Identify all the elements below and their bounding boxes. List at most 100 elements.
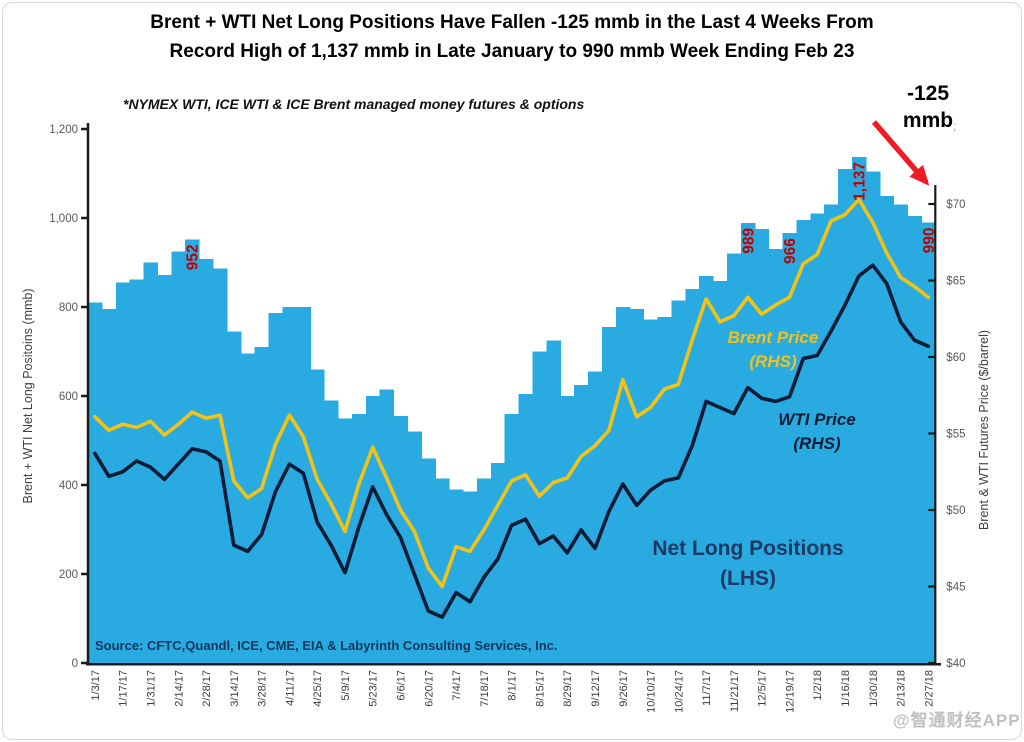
bar [226, 331, 242, 663]
stray-mark: ; [953, 119, 957, 133]
bar [199, 258, 214, 663]
legend-net-long-positions: Net Long Positions (LHS) [640, 534, 856, 594]
x-axis-label: 2/14/17 [173, 670, 185, 707]
x-axis-label: 6/20/17 [423, 670, 435, 707]
right-axis-tick-label: $55 [946, 429, 965, 441]
x-axis-label: 4/11/17 [284, 670, 296, 706]
left-axis-tick-label: 600 [59, 391, 78, 403]
bar [254, 347, 270, 663]
x-axis-label: 6/6/17 [396, 670, 408, 701]
x-axis-label: 7/4/17 [451, 670, 463, 701]
bar [365, 396, 381, 663]
x-axis-label: 2/27/18 [923, 670, 935, 707]
x-axis-label: 9/12/17 [590, 670, 602, 707]
bar [338, 418, 353, 664]
bar [685, 289, 700, 663]
left-axis-tick-label: 800 [59, 302, 78, 314]
bar [157, 275, 172, 663]
x-axis-label: 12/19/17 [784, 670, 796, 713]
legend-wti-price-axis: (RHS) [793, 434, 841, 453]
bar [657, 316, 672, 663]
bar [518, 393, 534, 663]
x-axis-label: 8/1/17 [507, 670, 519, 701]
bar [379, 389, 395, 663]
bar [782, 233, 797, 663]
legend-net-long-label: Net Long Positions [652, 537, 844, 560]
right-axis-tick-label: $45 [946, 582, 965, 594]
bar [282, 307, 297, 663]
bar [101, 309, 117, 663]
bar [810, 213, 825, 663]
bar [310, 369, 325, 663]
x-axis-label: 11/21/17 [729, 670, 741, 712]
bar [463, 491, 478, 663]
right-axis-tick-label: $65 [946, 276, 965, 288]
bar [407, 431, 422, 663]
wti-price-line [93, 263, 931, 619]
bar [421, 458, 436, 663]
bar [129, 279, 145, 663]
bar [796, 220, 811, 663]
bar [185, 239, 200, 663]
bar [893, 204, 909, 663]
left-axis-title: Brent + WTI Net Long Positoins (mmb) [21, 288, 35, 503]
bar [671, 300, 686, 663]
bar [296, 307, 311, 663]
legend-wti-price-label: WTI Price [778, 410, 856, 429]
bar [504, 413, 520, 663]
x-axis-label: 1/16/18 [840, 670, 852, 707]
bar-value-label: 1,137 [851, 162, 868, 201]
decline-arrow-icon [862, 112, 954, 209]
x-axis-label: 3/14/17 [229, 670, 241, 707]
decline-annotation: -125 mmb [868, 80, 988, 134]
x-axis-label: 1/3/17 [90, 670, 102, 701]
bars-series-net-long [88, 157, 936, 664]
left-axis-tick-label: 200 [59, 569, 78, 581]
chart-title-line1: Brent + WTI Net Long Positions Have Fall… [150, 12, 874, 33]
x-axis-label: 3/28/17 [257, 670, 269, 707]
x-axis-label: 9/26/17 [618, 670, 630, 707]
left-axis-tick-label: 1,000 [49, 213, 78, 225]
bar [560, 396, 575, 663]
x-axis-label: 8/29/17 [562, 670, 574, 707]
bar [726, 253, 742, 663]
bar [601, 327, 617, 663]
bar [768, 249, 784, 663]
decline-annotation-value: -125 [906, 82, 950, 105]
x-axis-label: 11/7/17 [701, 670, 713, 706]
left-axis-tick-label: 1,200 [49, 124, 78, 136]
right-axis-tick-label: $50 [946, 505, 965, 517]
chart-subtitle: *NYMEX WTI, ICE WTI & ICE Brent managed … [123, 96, 585, 112]
x-axis-label: 10/10/17 [646, 670, 658, 713]
right-axis-title: Brent & WTI Futures Price ($/barrel) [977, 330, 991, 530]
bar [574, 384, 589, 663]
bar [879, 195, 895, 664]
x-axis-label: 2/13/18 [896, 670, 908, 707]
bar [143, 262, 159, 663]
bar [838, 169, 853, 663]
bar [824, 204, 839, 663]
x-axis-labels: 1/3/17 1/17/17 1/31/17 2/14/17 2/28/17 3/14/1… [90, 670, 935, 713]
bar [699, 275, 714, 663]
bar [324, 400, 339, 663]
legend-brent-price: Brent Price (RHS) [700, 326, 846, 374]
bar [449, 489, 464, 663]
bar-value-label: 989 [740, 228, 757, 254]
x-axis-label: 1/17/17 [118, 670, 130, 707]
right-axis-tick-label: $70 [946, 199, 965, 211]
x-axis-label: 8/15/17 [534, 670, 546, 707]
right-axis-tick-labels: $40 $45 $50 $55 $60 $65 $70 [946, 199, 965, 670]
x-axis-label: 10/24/17 [673, 670, 685, 713]
bar-value-label: 990 [921, 227, 938, 253]
right-axis-tick-label: $40 [946, 658, 965, 670]
decline-annotation-unit: mmb [902, 109, 954, 132]
bar-value-label: 952 [185, 244, 202, 270]
x-axis-label: 1/31/17 [146, 670, 158, 707]
bar [907, 215, 923, 664]
chart-title: Brent + WTI Net Long Positions Have Fall… [0, 8, 1024, 66]
x-axis-label: 12/5/17 [757, 670, 769, 707]
x-axis-label: 5/9/17 [340, 670, 352, 701]
